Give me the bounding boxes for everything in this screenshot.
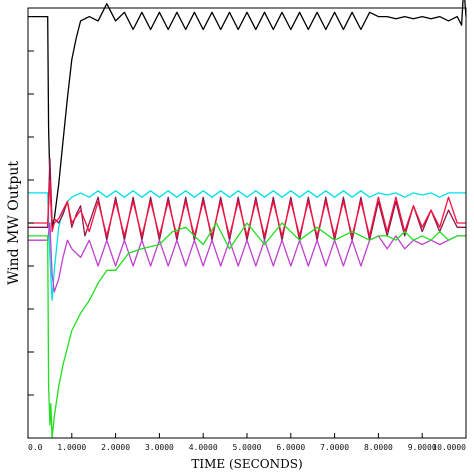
x-tick-label-3: 2.0000 [101,443,130,452]
x-tick-label-5: 4.0000 [189,443,218,452]
x-tick-label-2: 1.0000 [57,443,86,452]
x-tick-label-8: 7.0000 [320,443,349,452]
series-line-3 [28,157,466,241]
x-tick-label-10: 9.0000 [408,443,437,452]
x-tick-label-11: 10.0000 [432,443,466,452]
x-tick-label-6: 5.0000 [233,443,262,452]
y-axis-ticks [28,50,34,396]
series-line-6 [28,222,466,439]
series-line-4 [28,179,466,237]
series-line-5 [28,222,466,293]
y-axis-title: Wind MW Output [6,161,22,285]
x-axis-ticks: 0.0 1.0000 2.0000 3.0000 4.0000 5.0000 6.0000 7… [27,433,467,452]
plot-series [28,0,467,439]
x-tick-label-9: 8.0000 [364,443,393,452]
x-axis-title: TIME (SECONDS) [191,457,302,471]
x-tick-label-1: 0.0 [28,443,43,452]
x-tick-label-7: 6.0000 [276,443,305,452]
series-line-2 [28,190,466,302]
x-tick-label-4: 3.0000 [145,443,174,452]
series-line-1 [28,0,467,228]
